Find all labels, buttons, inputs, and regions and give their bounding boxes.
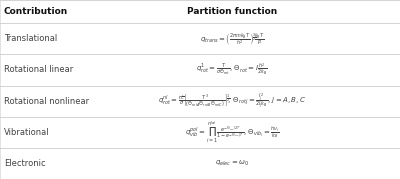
Text: Electronic: Electronic — [4, 159, 46, 168]
Text: Translational: Translational — [4, 34, 57, 43]
Bar — [0, 23, 400, 54]
Text: $q_{elec} = \omega_0$: $q_{elec} = \omega_0$ — [215, 159, 249, 168]
Bar — [0, 86, 400, 117]
Text: Contribution: Contribution — [4, 7, 68, 16]
Text: Rotational nonlinear: Rotational nonlinear — [4, 97, 89, 106]
Bar — [0, 54, 400, 86]
Text: Rotational linear: Rotational linear — [4, 66, 73, 74]
Text: $q_{trans} = \left(\frac{2\pi mk_{B}T}{h^{2}}\right)^{\!\frac{3}{2}}\!\frac{k_{B: $q_{trans} = \left(\frac{2\pi mk_{B}T}{h… — [200, 31, 264, 47]
Bar — [0, 0, 400, 23]
Text: Vibrational: Vibrational — [4, 128, 50, 137]
Bar — [0, 148, 400, 179]
Text: $q^{nl}_{rot} = \frac{\pi^{\frac{1}{2}}}{\sigma}\!\left[\frac{T^{3}}{(\Theta_{ro: $q^{nl}_{rot} = \frac{\pi^{\frac{1}{2}}}… — [158, 91, 306, 111]
Text: $q^{1}_{rot} = \frac{T}{\sigma\Theta_{rot}},\,\Theta_{rot} = I\frac{h^{2}}{2k_{B: $q^{1}_{rot} = \frac{T}{\sigma\Theta_{ro… — [196, 62, 268, 78]
Text: Partition function: Partition function — [187, 7, 277, 16]
Bar — [0, 117, 400, 148]
Text: $q^{pol}_{vib} = \prod_{i=1}^{n^{(a)}}\frac{e^{-\Theta_{vib_i}/2T}}{1-e^{-\Theta: $q^{pol}_{vib} = \prod_{i=1}^{n^{(a)}}\f… — [185, 119, 279, 145]
